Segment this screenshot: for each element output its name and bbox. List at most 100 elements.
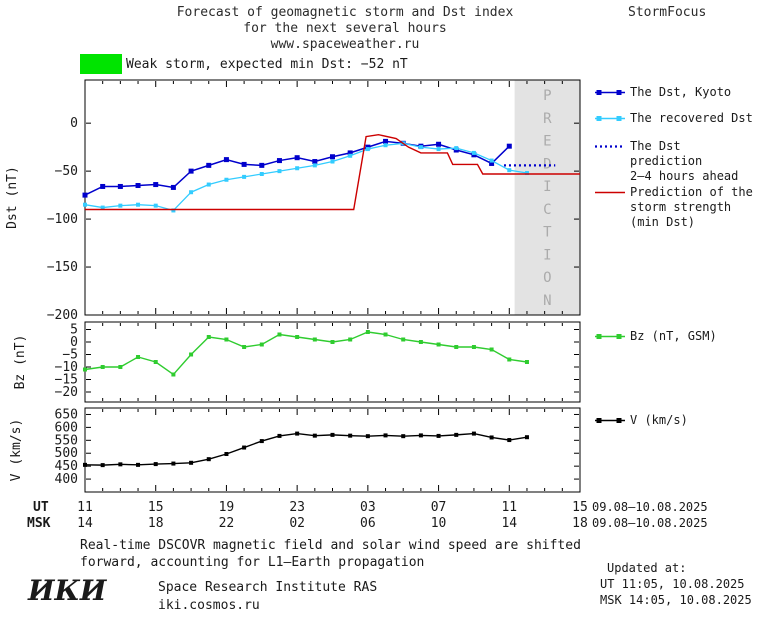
prediction-band-letter: C xyxy=(543,202,551,218)
storm-level-swatch xyxy=(80,54,122,74)
ut-tick-label: 03 xyxy=(360,500,376,515)
series-bz xyxy=(83,330,529,377)
y-tick-label: −15 xyxy=(55,373,78,388)
panel-frame xyxy=(84,321,581,403)
legend-swatch-bz xyxy=(594,329,626,347)
panel-frame xyxy=(84,407,581,493)
y-tick-label: 0 xyxy=(70,335,78,350)
page-title: Forecast of geomagnetic storm and Dst in… xyxy=(0,5,690,53)
panel-bz: 50−5−10−15−20 Bz (nT) xyxy=(13,321,581,403)
prediction-band-letter: T xyxy=(543,225,552,241)
series-storm-strength-prediction xyxy=(85,133,580,211)
prediction-band-letter: E xyxy=(543,134,551,150)
prediction-band-letter: O xyxy=(543,270,551,286)
title-line-2: for the next several hours xyxy=(243,21,447,36)
legend-label: storm strength xyxy=(630,200,732,214)
updated-label: Updated at: xyxy=(607,561,687,575)
legend-label: (min Dst) xyxy=(630,215,696,229)
prediction-band-letter: I xyxy=(543,247,551,263)
legend-swatch-dst-prediction xyxy=(594,139,626,184)
ut-tick-label: 11 xyxy=(501,500,517,515)
prediction-band-letter: I xyxy=(543,179,551,195)
legend-swatch-recovered-dst xyxy=(594,111,626,129)
legend-swatch-v xyxy=(594,413,626,431)
y-tick-label: −200 xyxy=(47,308,78,323)
y-axis-label: Bz (nT) xyxy=(13,335,28,390)
legend-item-recovered-dst: The recovered Dst xyxy=(594,111,753,129)
ut-tick-label: 15 xyxy=(148,500,164,515)
storm-status-text: Weak storm, expected min Dst: −52 nT xyxy=(126,56,408,72)
y-tick-label: 650 xyxy=(55,407,78,422)
prediction-band-letter: R xyxy=(543,111,552,127)
storm-status: Weak storm, expected min Dst: −52 nT xyxy=(80,54,408,74)
msk-tick-label: 18 xyxy=(148,516,164,531)
updated-msk: MSK 14:05, 10.08.2025 xyxy=(600,593,752,607)
y-tick-label: 5 xyxy=(70,323,78,338)
y-tick-label: 450 xyxy=(55,459,78,474)
org-site: iki.cosmos.ru xyxy=(158,598,260,613)
legend-item-dst-prediction: The Dst prediction 2–4 hours ahead xyxy=(594,139,760,184)
legend-label: The Dst, Kyoto xyxy=(630,85,732,99)
msk-tick-label: 18 xyxy=(572,516,588,531)
msk-row-label: MSK xyxy=(27,516,51,531)
note-line-1: Real-time DSCOVR magnetic field and sola… xyxy=(80,538,581,553)
ut-tick-label: 11 xyxy=(77,500,93,515)
ut-row-label: UT xyxy=(33,500,49,515)
msk-tick-label: 10 xyxy=(431,516,447,531)
y-tick-label: −20 xyxy=(55,385,78,400)
series-v xyxy=(83,431,529,468)
iki-logo: ИКИ xyxy=(28,574,107,607)
ut-tick-label: 07 xyxy=(431,500,447,515)
note-line-2: forward, accounting for L1–Earth propaga… xyxy=(80,555,425,570)
ut-tick-label: 19 xyxy=(219,500,235,515)
legend-swatch-storm-strength xyxy=(594,185,626,230)
ut-tick-label: 15 xyxy=(572,500,588,515)
y-tick-label: −100 xyxy=(47,212,78,227)
legend-label: The Dst prediction xyxy=(630,139,703,168)
prediction-band-letter: N xyxy=(543,293,551,309)
y-axis-label: Dst (nT) xyxy=(5,166,20,229)
legend-label: V (km/s) xyxy=(630,413,688,427)
date-range-ut: 09.08–10.08.2025 xyxy=(592,500,708,514)
prediction-band-letter: D xyxy=(543,156,551,172)
msk-tick-label: 22 xyxy=(219,516,235,531)
ut-tick-label: 23 xyxy=(289,500,305,515)
prediction-band-letter: P xyxy=(543,88,551,104)
msk-tick-label: 06 xyxy=(360,516,376,531)
org-name: Space Research Institute RAS xyxy=(158,580,378,595)
legend-item-dst-kyoto: The Dst, Kyoto xyxy=(594,85,731,103)
site-url: www.spaceweather.ru xyxy=(270,37,420,52)
y-tick-label: −50 xyxy=(55,164,78,179)
legend-label: The recovered Dst xyxy=(630,111,753,125)
y-tick-label: 600 xyxy=(55,420,78,435)
y-tick-label: −10 xyxy=(55,360,78,375)
y-tick-label: −150 xyxy=(47,260,78,275)
legend-item-bz: Bz (nT, GSM) xyxy=(594,329,717,347)
panel-frame xyxy=(84,79,581,316)
updated-ut: UT 11:05, 10.08.2025 xyxy=(600,577,745,591)
y-tick-label: −5 xyxy=(62,348,78,363)
legend-label: Bz (nT, GSM) xyxy=(630,329,717,343)
y-axis-label: V (km/s) xyxy=(9,419,24,482)
title-line-1: Forecast of geomagnetic storm and Dst in… xyxy=(176,5,514,20)
propagation-note: Real-time DSCOVR magnetic field and sola… xyxy=(80,537,581,571)
prediction-band xyxy=(514,80,580,315)
y-tick-label: 400 xyxy=(55,472,78,487)
msk-tick-label: 14 xyxy=(77,516,93,531)
legend-swatch-dst-kyoto xyxy=(594,85,626,103)
y-tick-label: 500 xyxy=(55,446,78,461)
legend-label: Prediction of the xyxy=(630,185,753,199)
legend-label: 2–4 hours ahead xyxy=(630,169,739,183)
updated-block: Updated at: UT 11:05, 10.08.2025 MSK 14:… xyxy=(600,560,752,608)
date-range-msk: 09.08–10.08.2025 xyxy=(592,516,708,530)
legend-item-storm-strength: Prediction of the storm strength (min Ds… xyxy=(594,185,753,230)
series-dst-recovered xyxy=(83,141,529,213)
y-tick-label: 0 xyxy=(70,116,78,131)
org-info: Space Research Institute RAS iki.cosmos.… xyxy=(158,579,377,615)
y-tick-label: 550 xyxy=(55,433,78,448)
msk-tick-label: 02 xyxy=(289,516,305,531)
brand-name: StormFocus xyxy=(628,5,707,20)
